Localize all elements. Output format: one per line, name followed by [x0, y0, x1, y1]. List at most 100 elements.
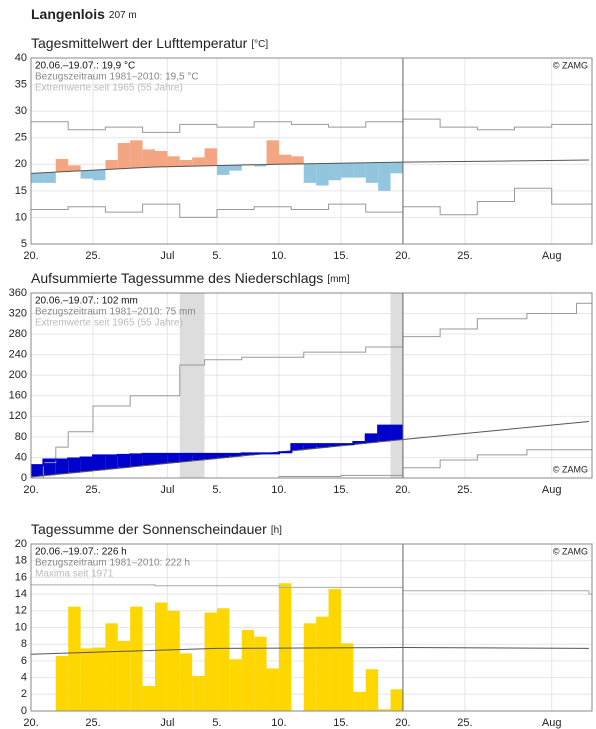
- note: 20.06.–19.07.: 19,9 °C: [35, 61, 135, 72]
- x-tick-label: 5.: [212, 484, 221, 496]
- precipitation-deviation: [204, 453, 217, 460]
- y-tick-label: 20: [15, 538, 27, 550]
- station: Langenlois: [31, 6, 105, 22]
- unit: [mm]: [327, 274, 349, 285]
- sunshine-bar: [390, 689, 403, 711]
- y-tick-label: 10: [15, 621, 27, 633]
- precipitation-deviation: [142, 453, 155, 466]
- temperature-deviation: [378, 162, 391, 191]
- sunshine-bar: [353, 691, 366, 711]
- precipitation-deviation: [365, 434, 379, 443]
- temperature-deviation: [167, 156, 180, 167]
- chart-title: Tagessumme der Sonnenscheindauer [h]: [31, 521, 282, 537]
- temperature-deviation: [254, 164, 267, 167]
- chart-title: Tagesmittelwert der Lufttemperatur [°C]: [31, 35, 268, 51]
- temperature-deviation: [68, 165, 81, 172]
- y-tick-label: 16: [15, 571, 27, 583]
- x-tick-label: Jul: [160, 484, 174, 496]
- x-tick-label: Aug: [542, 717, 562, 729]
- temperature-deviation: [31, 173, 44, 183]
- y-tick-label: 20: [15, 158, 27, 170]
- x-tick-label: 5.: [212, 717, 221, 729]
- precipitation-deviation: [68, 458, 81, 473]
- precipitation-deviation: [80, 457, 93, 472]
- x-tick-label: 10.: [271, 484, 286, 496]
- temperature-deviation: [365, 162, 379, 183]
- plot-frame: [30, 543, 593, 712]
- sunshine-bar: [216, 608, 230, 711]
- plot-frame: [30, 292, 593, 479]
- temperature-deviation: [117, 143, 131, 169]
- temperature-deviation: [390, 162, 403, 174]
- y-tick-label: 35: [15, 78, 27, 90]
- x-tick-label: 10.: [271, 250, 286, 262]
- y-tick-label: 14: [15, 588, 27, 600]
- x-tick-label: 20.: [23, 484, 38, 496]
- temperature-deviation: [43, 172, 56, 183]
- x-tick-label: 25.: [457, 250, 472, 262]
- x-tick-label: 15.: [333, 250, 348, 262]
- x-tick-label: 25.: [457, 484, 472, 496]
- normal-line: [30, 647, 589, 655]
- precipitation-deviation: [92, 455, 106, 471]
- precipitation-deviation: [192, 453, 205, 461]
- sunshine-bar: [179, 653, 193, 711]
- normal-line: [30, 159, 589, 174]
- y-tick-label: 40: [15, 52, 27, 64]
- elevation: 207 m: [109, 10, 137, 21]
- temperature-deviation: [316, 163, 329, 186]
- temperature-deviation: [80, 170, 93, 179]
- header: Langenlois 207 m: [31, 6, 137, 22]
- sunshine-bar: [68, 606, 81, 711]
- sunshine-bar: [229, 659, 242, 711]
- temperature-deviation: [328, 163, 341, 181]
- note: Maxima seit 1971: [35, 569, 114, 580]
- x-tick-label: 20.: [395, 250, 410, 262]
- sunshine-bar: [241, 630, 255, 711]
- precipitation-deviation: [55, 459, 69, 474]
- temperature-deviation: [55, 158, 69, 172]
- temperature-deviation: [291, 156, 304, 164]
- y-tick-label: 360: [9, 287, 27, 299]
- precipitation-deviation: [130, 454, 143, 467]
- temperature-deviation: [179, 160, 193, 167]
- extreme-max-line: [31, 302, 592, 479]
- precipitation-deviation: [31, 465, 44, 477]
- sunshine-bar: [55, 655, 69, 711]
- copyright: © ZAMG: [553, 60, 588, 70]
- temperature-deviation: [303, 163, 317, 183]
- precipitation-deviation: [316, 444, 329, 448]
- y-tick-label: 320: [9, 307, 27, 319]
- chart-panel: Tagessumme der Sonnenscheindauer [h] 0 2 4 6 8…: [15, 521, 593, 729]
- precipitation-deviation: [303, 444, 317, 449]
- y-tick-label: 5: [21, 238, 27, 250]
- x-tick-label: 25.: [85, 717, 100, 729]
- shaded-range: [390, 293, 403, 478]
- y-tick-label: 8: [21, 638, 27, 650]
- y-tick-label: 0: [21, 705, 27, 717]
- note: Bezugszeitraum 1981–2010: 222 h: [35, 558, 190, 569]
- sunshine-bar: [328, 589, 341, 711]
- precipitation-deviation: [216, 453, 230, 458]
- y-tick-label: 25: [15, 132, 27, 144]
- observed-line: [31, 424, 403, 467]
- temperature-deviation: [266, 140, 279, 165]
- sunshine-bar: [154, 602, 168, 711]
- precipitation-deviation: [328, 444, 341, 447]
- note: Extremwerte seit 1965 (55 Jahre): [35, 318, 183, 329]
- title-text: Tagessumme der Sonnenscheindauer: [31, 521, 267, 537]
- sunshine-bar: [303, 623, 317, 711]
- unit: [h]: [271, 525, 282, 536]
- precipitation-deviation: [167, 453, 180, 463]
- sunshine-bar: [340, 643, 354, 711]
- precipitation-deviation: [43, 459, 56, 476]
- sunshine-bar: [266, 668, 279, 711]
- x-tick-label: 15.: [333, 717, 348, 729]
- extreme-max-line: [31, 584, 592, 595]
- y-tick-label: 240: [9, 349, 27, 361]
- temperature-deviation: [278, 154, 292, 165]
- sunshine-bar: [142, 685, 155, 711]
- precipitation-deviation: [291, 444, 304, 451]
- temperature-deviation: [216, 165, 230, 175]
